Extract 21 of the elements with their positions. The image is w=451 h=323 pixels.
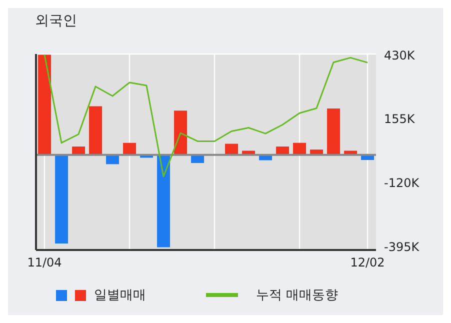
bar: [276, 146, 290, 155]
bar: [157, 154, 170, 248]
y-tick-label: 430K: [384, 48, 416, 62]
legend-label: 누적 매매동향: [256, 287, 338, 304]
bar: [293, 142, 306, 155]
x-tick-label: 11/04: [27, 256, 62, 270]
legend-label: 일별매매: [94, 287, 146, 304]
bar: [72, 146, 86, 155]
chart-title: 외국인: [35, 12, 77, 30]
y-tick-label: -395K: [384, 240, 420, 254]
line-series: [44, 54, 368, 178]
bar: [89, 106, 102, 155]
bar: [55, 154, 68, 244]
bar: [327, 108, 340, 155]
bar: [38, 54, 52, 155]
bar: [225, 144, 238, 155]
bar: [174, 110, 188, 155]
y-tick-label: -120K: [384, 176, 420, 190]
x-tick-label: 12/02: [350, 256, 385, 270]
bar: [123, 142, 136, 155]
y-tick-label: 155K: [384, 112, 416, 126]
